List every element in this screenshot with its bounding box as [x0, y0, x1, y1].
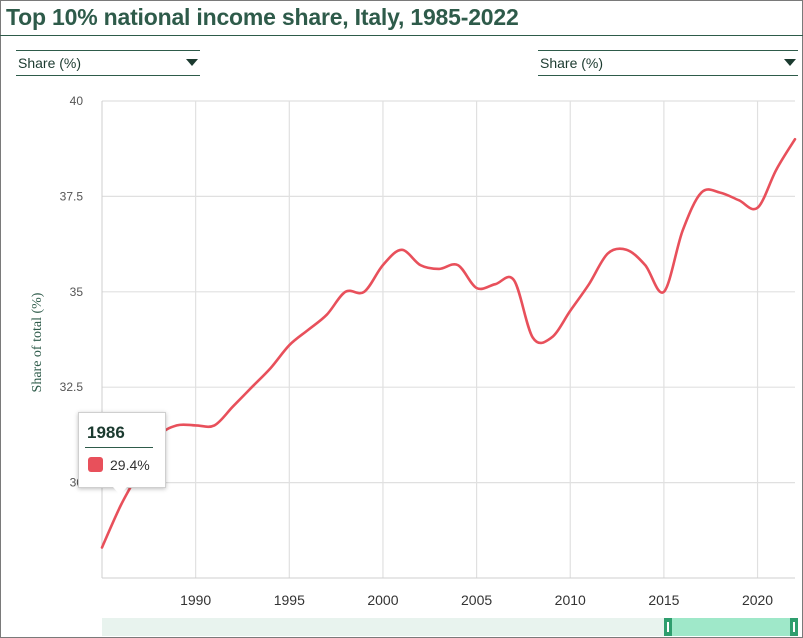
- y-tick-label: 32.5: [60, 380, 84, 394]
- data-point[interactable]: [511, 277, 517, 283]
- data-point[interactable]: [174, 422, 180, 428]
- grid: [102, 100, 795, 578]
- y-axis-label: Share of total (%): [30, 292, 45, 392]
- navigator-left-handle[interactable]: [664, 618, 672, 636]
- data-point[interactable]: [249, 384, 255, 390]
- right-metric-select-value: Share (%): [540, 55, 604, 71]
- left-metric-select[interactable]: Share (%): [16, 50, 200, 76]
- chevron-down-icon: [186, 59, 198, 66]
- data-point[interactable]: [492, 281, 498, 287]
- data-point[interactable]: [268, 365, 274, 371]
- y-tick-label: 35: [70, 285, 84, 299]
- data-point[interactable]: [773, 167, 779, 173]
- data-tooltip: 1986 29.4%: [78, 412, 166, 495]
- right-metric-select[interactable]: Share (%): [538, 50, 798, 76]
- data-point[interactable]: [118, 502, 124, 508]
- data-point[interactable]: [736, 197, 742, 203]
- data-point[interactable]: [99, 544, 105, 550]
- y-tick-label: 37.5: [60, 189, 84, 203]
- left-metric-select-value: Share (%): [18, 55, 82, 71]
- x-tick-label: 2020: [742, 592, 773, 608]
- data-point[interactable]: [605, 251, 611, 257]
- data-point[interactable]: [286, 342, 292, 348]
- tooltip-year: 1986: [87, 423, 125, 442]
- data-point[interactable]: [380, 262, 386, 268]
- data-point[interactable]: [680, 228, 686, 234]
- tooltip-divider: [85, 447, 153, 448]
- title-divider: [0, 35, 803, 36]
- data-point[interactable]: [567, 308, 573, 314]
- data-point[interactable]: [455, 262, 461, 268]
- navigator-selected-range[interactable]: [668, 618, 798, 636]
- data-point[interactable]: [661, 289, 667, 295]
- x-tick-label: 2010: [555, 592, 586, 608]
- x-tick-label: 1995: [274, 592, 305, 608]
- chart-title: Top 10% national income share, Italy, 19…: [6, 4, 519, 30]
- data-point[interactable]: [755, 205, 761, 211]
- data-point[interactable]: [474, 285, 480, 291]
- series-line: [100, 137, 797, 549]
- tooltip-pointer: [113, 487, 127, 495]
- chevron-down-icon: [784, 59, 796, 66]
- data-point[interactable]: [342, 289, 348, 295]
- x-tick-label: 2000: [367, 592, 398, 608]
- data-point[interactable]: [399, 247, 405, 253]
- series-swatch-icon: [88, 457, 103, 472]
- data-point[interactable]: [698, 190, 704, 196]
- y-tick-label: 40: [70, 94, 84, 108]
- data-point[interactable]: [436, 266, 442, 272]
- data-point[interactable]: [211, 422, 217, 428]
- x-tick-label: 2015: [648, 592, 679, 608]
- data-point[interactable]: [230, 403, 236, 409]
- data-point[interactable]: [193, 422, 199, 428]
- data-point[interactable]: [549, 335, 555, 341]
- data-point[interactable]: [361, 289, 367, 295]
- data-point[interactable]: [417, 262, 423, 268]
- data-point[interactable]: [530, 335, 536, 341]
- tooltip-value: 29.4%: [110, 457, 150, 473]
- range-navigator[interactable]: [102, 618, 798, 636]
- navigator-right-handle[interactable]: [790, 618, 798, 636]
- series-layer: [99, 136, 798, 550]
- data-point[interactable]: [623, 247, 629, 253]
- data-point[interactable]: [324, 312, 330, 318]
- x-tick-label: 2005: [461, 592, 492, 608]
- data-point[interactable]: [586, 281, 592, 287]
- x-tick-label: 1990: [180, 592, 211, 608]
- data-point[interactable]: [642, 262, 648, 268]
- data-point[interactable]: [305, 327, 311, 333]
- data-point[interactable]: [717, 190, 723, 196]
- data-point[interactable]: [792, 136, 798, 142]
